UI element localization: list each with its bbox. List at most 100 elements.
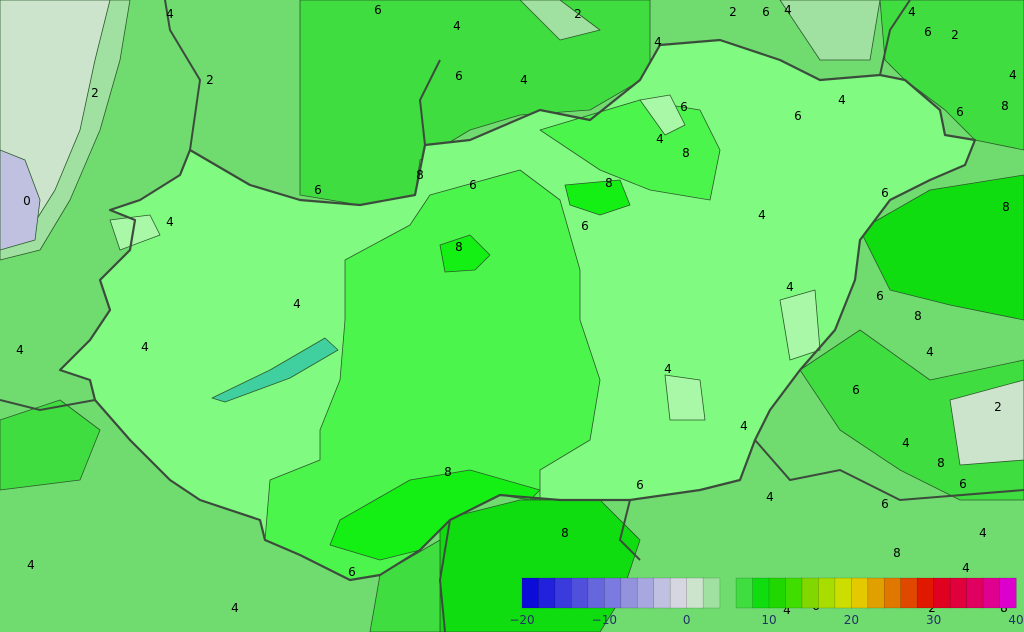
contour-label: 6 [680,100,688,114]
contour-label: 0 [23,194,31,208]
contour-label: 4 [783,603,791,617]
contour-label: 4 [231,601,239,615]
contour-label: 8 [914,309,922,323]
region-outside-6-8-northeast [879,0,1024,151]
colorbar-bin [867,577,885,609]
contour-label: 4 [166,215,174,229]
contour-label: 4 [766,490,774,504]
colorbar-tick-label: 0 [683,613,691,627]
colorbar-bin [916,577,935,609]
colorbar-bin [966,577,984,609]
colorbar-bin [521,577,540,609]
contour-label: 4 [293,297,301,311]
country-border [164,0,202,151]
contour-label: 6 [881,186,889,200]
contour-label: 4 [141,340,149,354]
contour-label: 2 [91,86,99,100]
colorbar-tick-label: −20 [509,613,534,627]
contour-label: 8 [455,240,463,254]
contour-label: 4 [166,7,174,21]
colorbar-bin [933,577,951,609]
contour-label: 4 [520,73,528,87]
contour-label: 8 [682,146,690,160]
colorbar-bin [702,577,721,609]
hungary-region-2-4-east [779,289,821,361]
contour-label: 6 [794,109,802,123]
colorbar-bin [735,577,754,609]
colorbar-bin [851,577,869,609]
colorbar-bin [571,577,589,609]
contour-label: 4 [453,19,461,33]
colorbar-bin [785,577,803,609]
lake-balaton [211,337,339,403]
contour-label: 8 [937,456,945,470]
region-outside-6-8-north [299,0,651,206]
colorbar-bin [620,577,638,609]
contour-label: 4 [16,343,24,357]
colorbar-bin [900,577,918,609]
contour-label: 6 [852,383,860,397]
contour-label: 4 [962,561,970,575]
region-outside-2-4-ne [779,0,881,61]
country-border [418,59,441,146]
colorbar-bin [587,577,605,609]
contour-label: 6 [881,497,889,511]
colorbar-tick-label: 30 [926,613,941,627]
contour-label: 2 [729,5,737,19]
colorbar-bin [801,577,820,609]
contour-label: 6 [469,178,477,192]
contour-label: 4 [838,93,846,107]
colorbar: −20 −10 0 10 20 30 40 [509,577,1024,627]
contour-label: 4 [27,558,35,572]
hungary-region-8-10-north [564,179,631,216]
colorbar-bin [818,577,836,609]
contour-label: 6 [314,183,322,197]
hungary-region-2-4-north [639,94,686,136]
contour-label: 6 [581,219,589,233]
colorbar-bin [949,577,968,609]
colorbar-bin [538,577,556,609]
contour-label: 6 [374,3,382,17]
region-outside-minus2-0 [0,149,41,251]
contour-label: 4 [926,345,934,359]
contour-label: 8 [561,526,569,540]
contour-label: 4 [786,280,794,294]
contour-label: 4 [784,3,792,17]
contour-label: 8 [605,176,613,190]
contour-label: 4 [758,208,766,222]
region-outside-6-8-west [0,399,101,491]
contour-label: 4 [740,419,748,433]
region-outside-0-2-east [949,379,1024,466]
contour-label: 8 [1001,99,1009,113]
country-border [754,439,1024,502]
contour-label: 6 [762,5,770,19]
contour-label: 4 [902,436,910,450]
colorbar-bin [752,577,770,609]
contour-label: 8 [416,168,424,182]
colorbar-tick-label: −10 [592,613,617,627]
hungary-region-2-4-southeast [664,374,706,421]
contour-label: 4 [656,132,664,146]
contour-label: 6 [348,565,356,579]
colorbar-tick-label: 10 [761,613,776,627]
contour-label: 6 [455,69,463,83]
contour-label: 6 [956,105,964,119]
colorbar-bin [636,577,655,609]
contour-label: 2 [994,400,1002,414]
colorbar-tick-label: 40 [1008,613,1023,627]
colorbar-bin [982,577,1001,609]
contour-label: 6 [959,477,967,491]
country-border [0,399,96,412]
contour-label: 4 [664,362,672,376]
colorbar-bin [653,577,671,609]
region-outside-8-10-east [859,174,1024,321]
contour-label: 8 [444,465,452,479]
contour-label: 6 [636,478,644,492]
colorbar-tick-label: 20 [844,613,859,627]
country-border [618,499,641,561]
contour-label: 6 [924,25,932,39]
contour-label: 4 [1009,68,1017,82]
contour-label: 8 [893,546,901,560]
